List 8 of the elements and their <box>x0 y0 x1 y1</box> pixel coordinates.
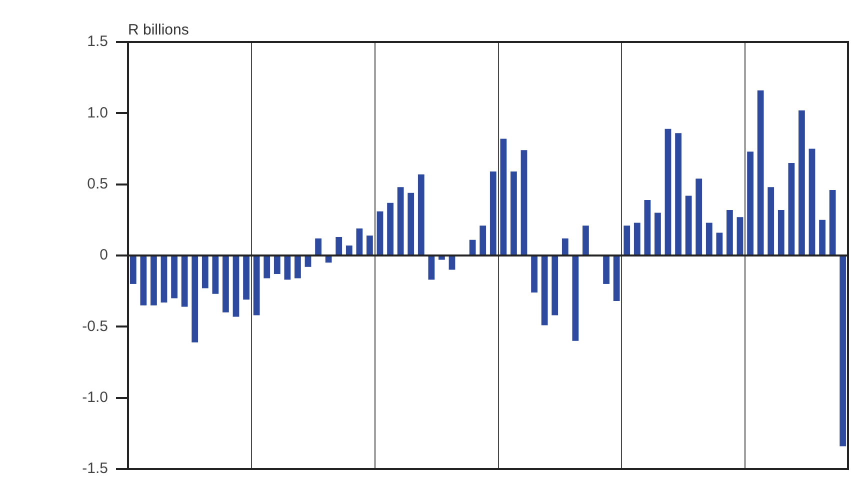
y-tick-label: 0 <box>100 246 108 264</box>
y-axis-title: R billions <box>128 22 189 39</box>
y-tick-label: 1.0 <box>87 104 108 122</box>
y-tick-label: -0.5 <box>82 318 108 335</box>
y-tick-label: 0.5 <box>87 175 108 192</box>
y-tick-label: -1.0 <box>82 388 108 406</box>
y-tick-label: -1.5 <box>82 460 108 478</box>
y-tick-label: 1.5 <box>87 33 108 50</box>
